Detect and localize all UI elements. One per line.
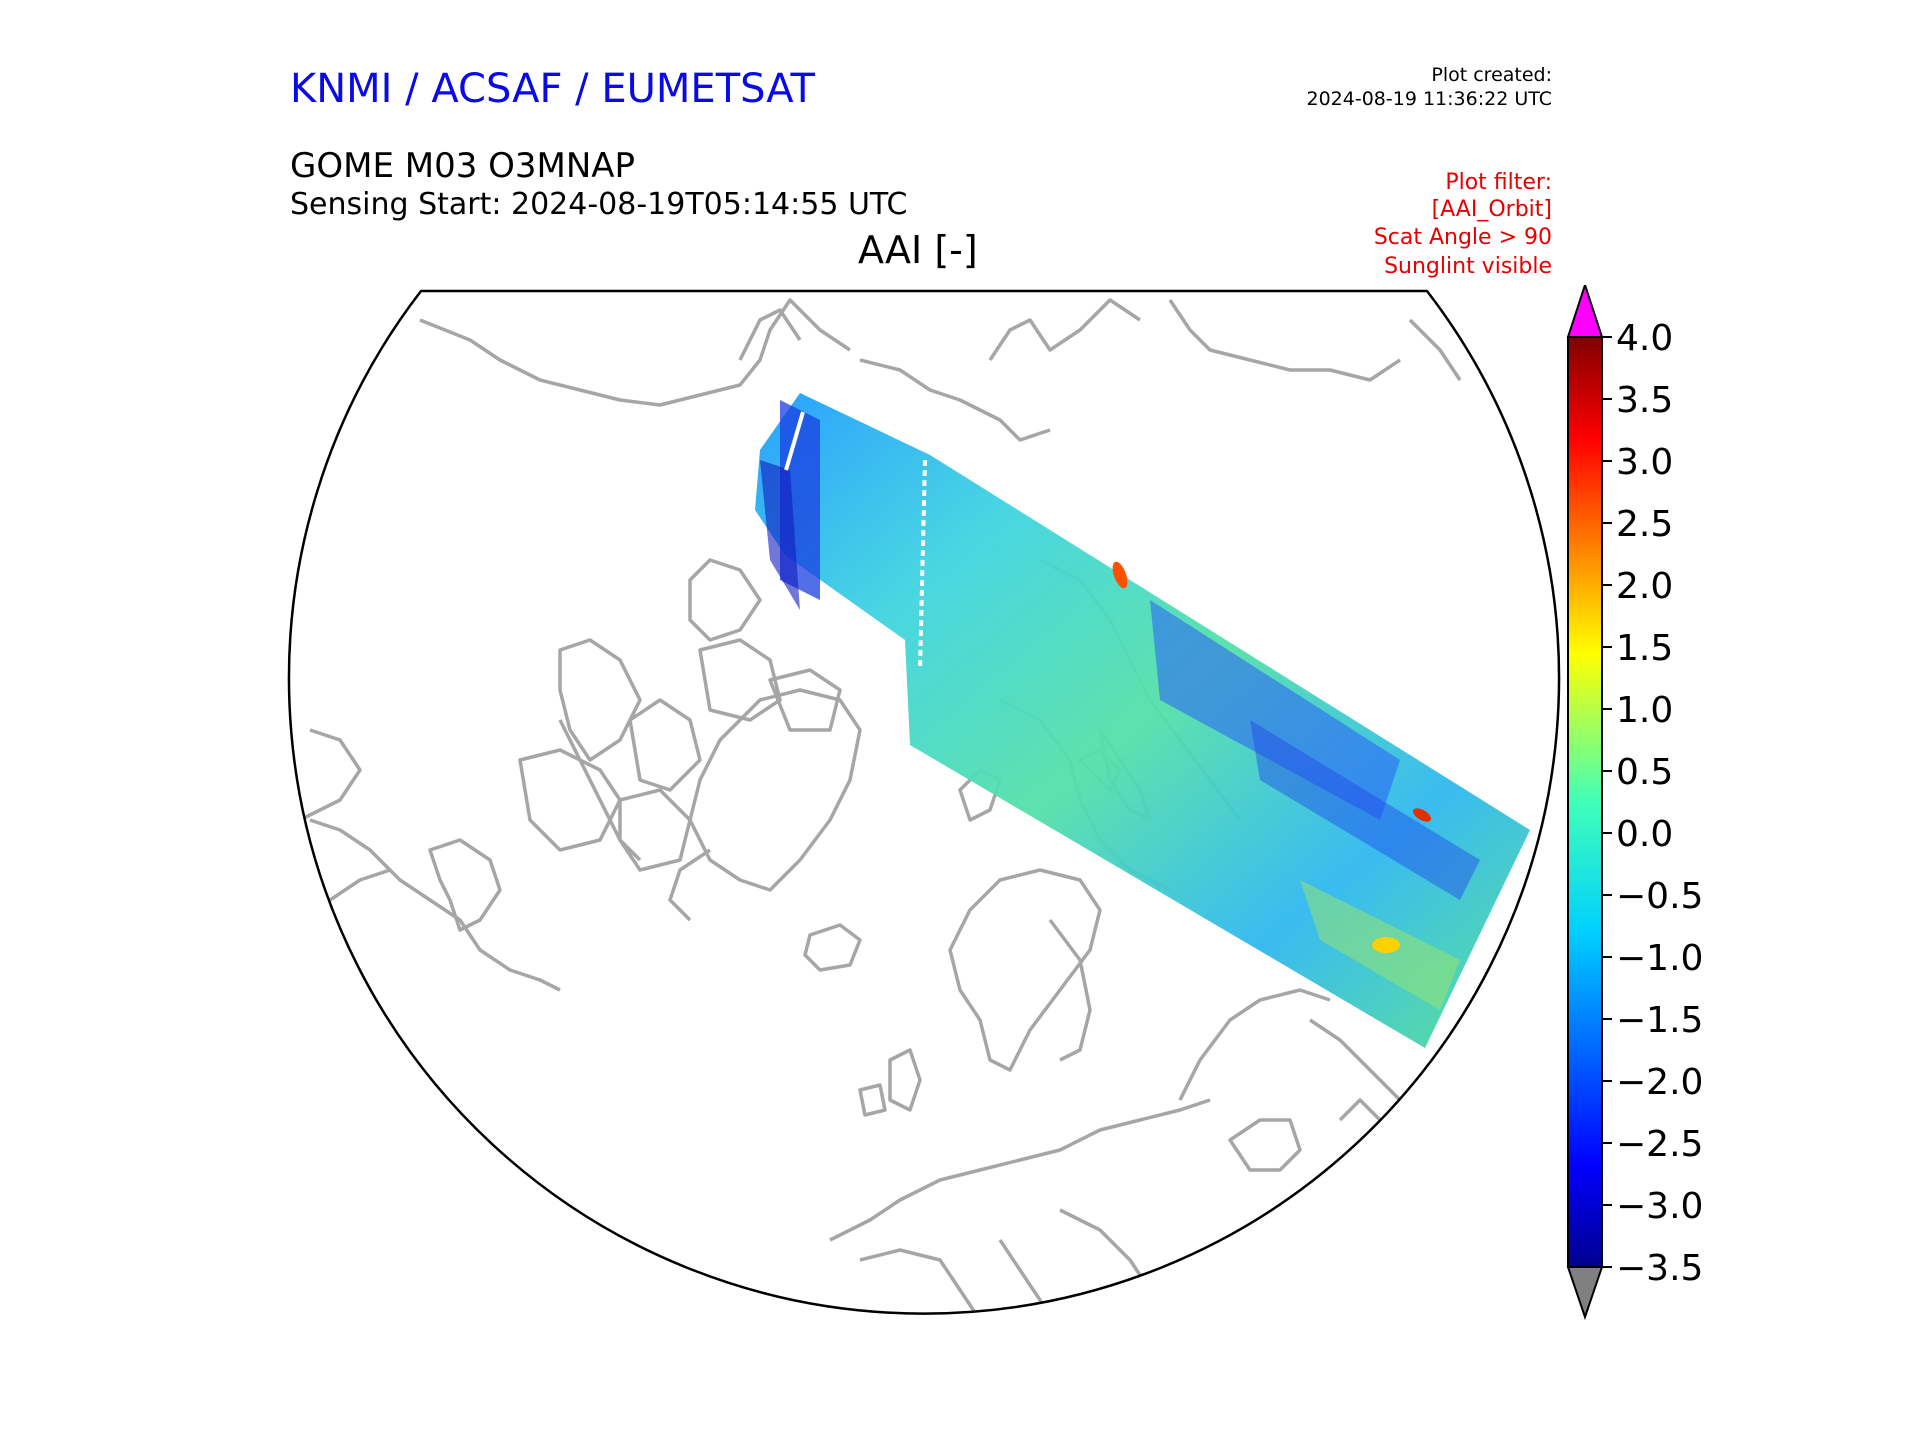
colorbar-tick-label: 2.5 [1616,504,1673,545]
map-boundary [287,289,1561,1315]
sensing-start: Sensing Start: 2024-08-19T05:14:55 UTC [290,187,908,222]
colorbar-tick-label: 3.0 [1616,442,1673,483]
plot-filter-item: [AAI_Orbit] [1431,197,1552,222]
plot-filter-item: Sunglint visible [1384,254,1552,279]
colorbar-tick-label: 0.0 [1616,814,1673,855]
colorbar-tick-label: 0.5 [1616,752,1673,793]
aai-swath [755,393,1530,1048]
colorbar-tick-label: −1.5 [1616,1000,1703,1041]
colorbar-tick-label: 2.0 [1616,566,1673,607]
colorbar-gradient [1567,336,1603,1268]
colorbar-tick-label: 3.5 [1616,380,1673,421]
colorbar-tick-label: −2.0 [1616,1062,1703,1103]
colorbar: 4.0 3.5 3.0 2.5 2.0 1.5 1.0 0.5 0.0 −0.5 −1.0 −1.5 −… [1566,285,1703,1321]
colorbar-tick-label: −1.0 [1616,938,1703,979]
colorbar-extend-max [1566,285,1604,338]
colorbar-tick-label: −2.5 [1616,1124,1703,1165]
organization-title: KNMI / ACSAF / EUMETSAT [290,66,815,112]
plot-filter-item: Scat Angle > 90 [1373,225,1552,250]
variable-title: AAI [-] [858,228,978,272]
colorbar-tick-label: −0.5 [1616,876,1703,917]
plot-created-time: 2024-08-19 11:36:22 UTC [1306,88,1553,110]
colorbar-tick-label: 1.5 [1616,628,1673,669]
plot-filter-label: Plot filter: [1445,170,1552,195]
colorbar-tick-label: 1.0 [1616,690,1673,731]
colorbar-tick-label: 4.0 [1616,318,1673,359]
colorbar-tick-label: −3.5 [1616,1248,1703,1289]
colorbar-extend-min [1566,1266,1604,1321]
plot-created-label: Plot created: [1431,64,1552,86]
colorbar-tick-label: −3.0 [1616,1186,1703,1227]
product-title: GOME M03 O3MNAP [290,146,636,186]
